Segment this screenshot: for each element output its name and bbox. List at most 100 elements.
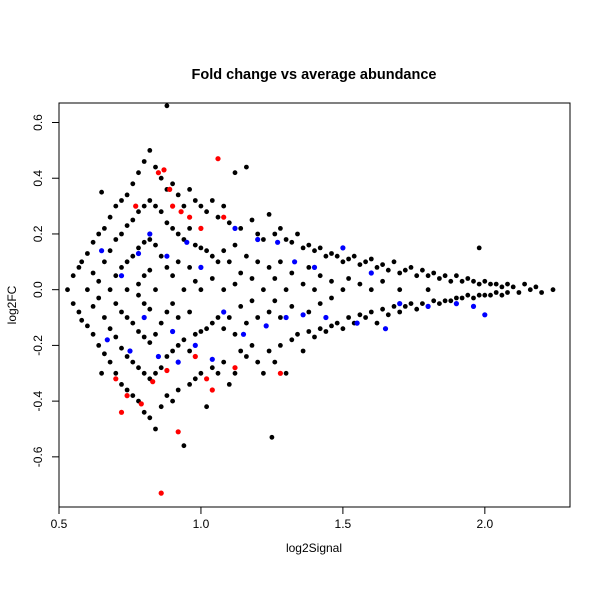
data-point	[198, 370, 204, 376]
y-tick-label: 0.2	[31, 225, 45, 242]
data-point	[408, 301, 414, 306]
data-point	[141, 334, 147, 340]
data-point	[204, 248, 210, 254]
data-point	[209, 365, 215, 371]
data-point	[442, 273, 448, 279]
data-point	[119, 309, 124, 315]
data-point	[155, 170, 161, 176]
data-point	[141, 370, 147, 376]
data-point	[249, 217, 255, 223]
data-point	[255, 359, 261, 365]
data-point	[329, 251, 334, 256]
data-point	[266, 348, 272, 354]
data-point	[340, 326, 346, 332]
data-point	[306, 265, 312, 270]
data-point	[99, 189, 104, 195]
data-point	[414, 306, 420, 312]
data-point	[192, 242, 198, 248]
data-point	[329, 278, 334, 284]
data-point	[459, 295, 465, 301]
data-point	[158, 365, 164, 371]
data-point	[311, 264, 318, 270]
data-point	[90, 270, 96, 276]
data-point	[289, 239, 295, 245]
data-point	[476, 292, 482, 298]
data-point	[340, 245, 346, 251]
data-point	[261, 287, 266, 293]
data-point	[164, 354, 170, 359]
data-point	[266, 212, 272, 217]
y-axis-label: log2FC	[5, 285, 19, 324]
data-point	[505, 281, 510, 287]
data-point	[79, 259, 85, 265]
chart-title: Fold change vs average abundance	[192, 67, 437, 83]
data-point	[90, 331, 96, 337]
data-point	[124, 393, 130, 399]
data-point	[204, 326, 210, 332]
data-point	[90, 304, 96, 309]
data-point	[164, 309, 170, 315]
y-tick-label: -0.6	[31, 446, 45, 467]
data-point	[153, 203, 158, 209]
data-point	[102, 226, 107, 231]
data-point	[226, 220, 232, 226]
data-point	[317, 273, 323, 279]
data-point	[232, 281, 238, 287]
data-point	[119, 265, 124, 270]
data-point	[255, 259, 261, 265]
data-point	[454, 273, 459, 279]
data-point	[124, 354, 130, 359]
data-point	[312, 334, 317, 340]
data-point	[192, 331, 198, 337]
data-point	[136, 245, 141, 251]
data-point	[275, 239, 281, 245]
data-point	[147, 198, 153, 203]
data-point	[130, 253, 136, 259]
data-point	[499, 284, 505, 290]
data-point	[505, 290, 510, 295]
data-point	[368, 256, 374, 262]
data-point	[380, 278, 385, 284]
data-point	[363, 315, 368, 320]
data-point	[164, 253, 170, 259]
data-point	[113, 237, 119, 242]
data-point	[167, 186, 173, 192]
data-point	[226, 382, 232, 387]
data-point	[102, 351, 107, 357]
data-point	[516, 290, 522, 295]
data-point	[155, 353, 161, 360]
data-point	[141, 409, 147, 415]
data-point	[414, 273, 420, 279]
y-tick-label: 0.6	[31, 114, 45, 131]
data-point	[85, 287, 90, 293]
data-point	[368, 270, 374, 276]
data-point	[65, 287, 70, 293]
data-point	[119, 382, 124, 387]
data-point	[209, 320, 215, 326]
data-point	[158, 490, 164, 496]
data-point	[431, 298, 437, 304]
data-point	[266, 309, 272, 315]
data-point	[476, 281, 482, 287]
data-point	[238, 348, 244, 354]
data-point	[204, 376, 210, 382]
data-point	[136, 281, 141, 287]
data-point	[198, 264, 204, 270]
data-point	[136, 209, 141, 215]
plot-frame	[58, 102, 571, 508]
data-point	[147, 415, 153, 421]
data-point	[244, 164, 249, 170]
data-point	[175, 429, 181, 435]
data-point	[181, 443, 187, 449]
data-point	[79, 317, 85, 323]
data-point	[130, 320, 136, 326]
data-point	[357, 312, 363, 318]
data-point	[107, 359, 113, 365]
data-point	[510, 284, 516, 290]
data-point	[329, 323, 334, 329]
data-point	[124, 315, 130, 320]
data-point	[261, 370, 266, 376]
data-point	[402, 304, 408, 309]
y-tick-label: -0.4	[31, 390, 45, 411]
